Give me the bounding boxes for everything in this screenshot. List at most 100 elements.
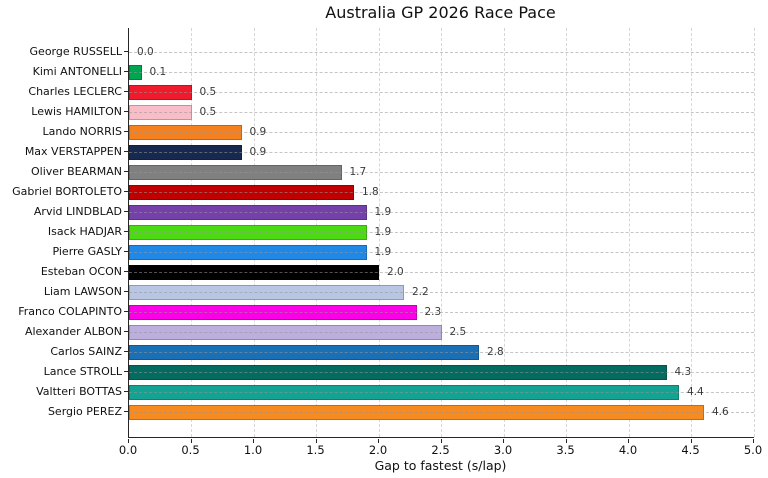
horizontal-gridline — [129, 171, 754, 173]
vertical-gridline — [691, 28, 692, 437]
x-tick-mark — [440, 438, 442, 443]
horizontal-gridline — [129, 91, 754, 93]
value-label: 0.1 — [149, 66, 167, 78]
horizontal-gridline — [129, 371, 754, 373]
y-tick-mark — [124, 111, 128, 113]
category-label: Liam LAWSON — [43, 285, 122, 298]
category-label: Arvid LINDBLAD — [33, 205, 122, 218]
value-label: 1.9 — [374, 226, 392, 238]
horizontal-gridline — [129, 231, 754, 233]
value-label: 1.9 — [374, 206, 392, 218]
x-axis-label: Gap to fastest (s/lap) — [374, 458, 507, 473]
x-tick-label: 0.0 — [118, 443, 138, 457]
x-tick-label: 4.5 — [681, 443, 700, 457]
value-label: 0.9 — [249, 146, 267, 158]
horizontal-gridline — [129, 391, 754, 393]
x-tick-mark — [690, 438, 692, 443]
value-label: 4.3 — [674, 366, 692, 378]
y-tick-mark — [124, 91, 128, 93]
category-label: Max VERSTAPPEN — [24, 145, 122, 158]
y-tick-mark — [124, 331, 128, 333]
x-tick-mark — [628, 438, 629, 443]
value-label: 0.5 — [199, 86, 217, 98]
category-label: George RUSSELL — [29, 45, 122, 58]
category-label: Charles LECLERC — [28, 85, 122, 98]
x-tick-mark — [565, 438, 567, 443]
horizontal-gridline — [129, 51, 754, 53]
x-tick-mark — [253, 438, 254, 443]
category-label: Kimi ANTONELLI — [32, 65, 122, 78]
vertical-gridline — [378, 28, 380, 437]
category-label: Lando NORRIS — [42, 125, 122, 138]
horizontal-gridline — [129, 131, 754, 133]
category-label: Lewis HAMILTON — [31, 105, 122, 118]
y-tick-mark — [124, 351, 128, 353]
horizontal-gridline — [129, 211, 754, 213]
y-tick-mark — [124, 151, 128, 153]
vertical-gridline — [753, 28, 755, 437]
value-label: 1.9 — [374, 246, 392, 258]
x-tick-label: 1.0 — [243, 443, 263, 457]
horizontal-gridline — [129, 251, 754, 253]
vertical-gridline — [566, 28, 567, 437]
category-label: Franco COLAPINTO — [18, 305, 122, 318]
vertical-gridline — [503, 28, 505, 437]
chart-title: Australia GP 2026 Race Pace — [325, 3, 556, 22]
horizontal-gridline — [129, 71, 754, 73]
horizontal-gridline — [129, 191, 754, 193]
x-tick-mark — [315, 438, 317, 443]
horizontal-gridline — [129, 111, 754, 113]
vertical-gridline — [628, 28, 630, 437]
x-tick-label: 0.5 — [181, 443, 200, 457]
category-label: Pierre GASLY — [52, 245, 122, 258]
category-label: Isack HADJAR — [47, 225, 122, 238]
x-tick-mark — [753, 438, 754, 443]
category-label: Carlos SAINZ — [50, 345, 122, 358]
plot-area: 0.0 0.1 0.5 0.5 0.9 0.9 1.7 1.8 1.9 1.9 1.9 2.0 2.2 2… — [128, 28, 755, 438]
category-label: Gabriel BORTOLETO — [12, 185, 122, 198]
value-label: 0.5 — [199, 106, 217, 118]
x-tick-label: 1.5 — [306, 443, 325, 457]
value-label: 2.3 — [424, 306, 442, 318]
y-tick-mark — [124, 391, 128, 393]
x-tick-mark — [190, 438, 192, 443]
x-tick-label: 2.0 — [368, 443, 388, 457]
value-label: 4.4 — [687, 386, 704, 398]
value-label: 2.2 — [412, 286, 429, 298]
y-tick-mark — [124, 371, 128, 373]
horizontal-gridline — [129, 291, 754, 293]
value-label: 2.5 — [449, 326, 467, 338]
category-label: Valtteri BOTTAS — [36, 385, 122, 398]
horizontal-gridline — [129, 331, 754, 333]
y-tick-mark — [124, 271, 128, 273]
horizontal-gridline — [129, 411, 754, 413]
y-tick-mark — [124, 51, 128, 53]
x-tick-mark — [128, 438, 129, 443]
y-tick-mark — [124, 171, 128, 173]
value-label: 2.8 — [487, 346, 504, 358]
x-tick-label: 2.5 — [431, 443, 450, 457]
vertical-gridline — [441, 28, 442, 437]
x-tick-mark — [503, 438, 504, 443]
y-tick-mark — [124, 211, 128, 213]
value-label: 1.7 — [349, 166, 367, 178]
horizontal-gridline — [129, 151, 754, 153]
y-tick-mark — [124, 71, 128, 73]
horizontal-gridline — [129, 271, 754, 273]
category-label: Esteban OCON — [40, 265, 122, 278]
x-tick-label: 4.0 — [618, 443, 638, 457]
y-tick-mark — [124, 411, 128, 413]
horizontal-gridline — [129, 311, 754, 313]
category-label: Oliver BEARMAN — [31, 165, 122, 178]
y-tick-mark — [124, 191, 128, 193]
y-tick-mark — [124, 231, 128, 233]
x-tick-label: 3.5 — [556, 443, 575, 457]
x-tick-label: 3.0 — [493, 443, 513, 457]
category-label: Lance STROLL — [43, 365, 122, 378]
x-tick-mark — [378, 438, 379, 443]
y-tick-mark — [124, 251, 128, 253]
y-tick-mark — [124, 131, 128, 133]
category-label: Alexander ALBON — [24, 325, 122, 338]
x-tick-label: 5.0 — [743, 443, 763, 457]
